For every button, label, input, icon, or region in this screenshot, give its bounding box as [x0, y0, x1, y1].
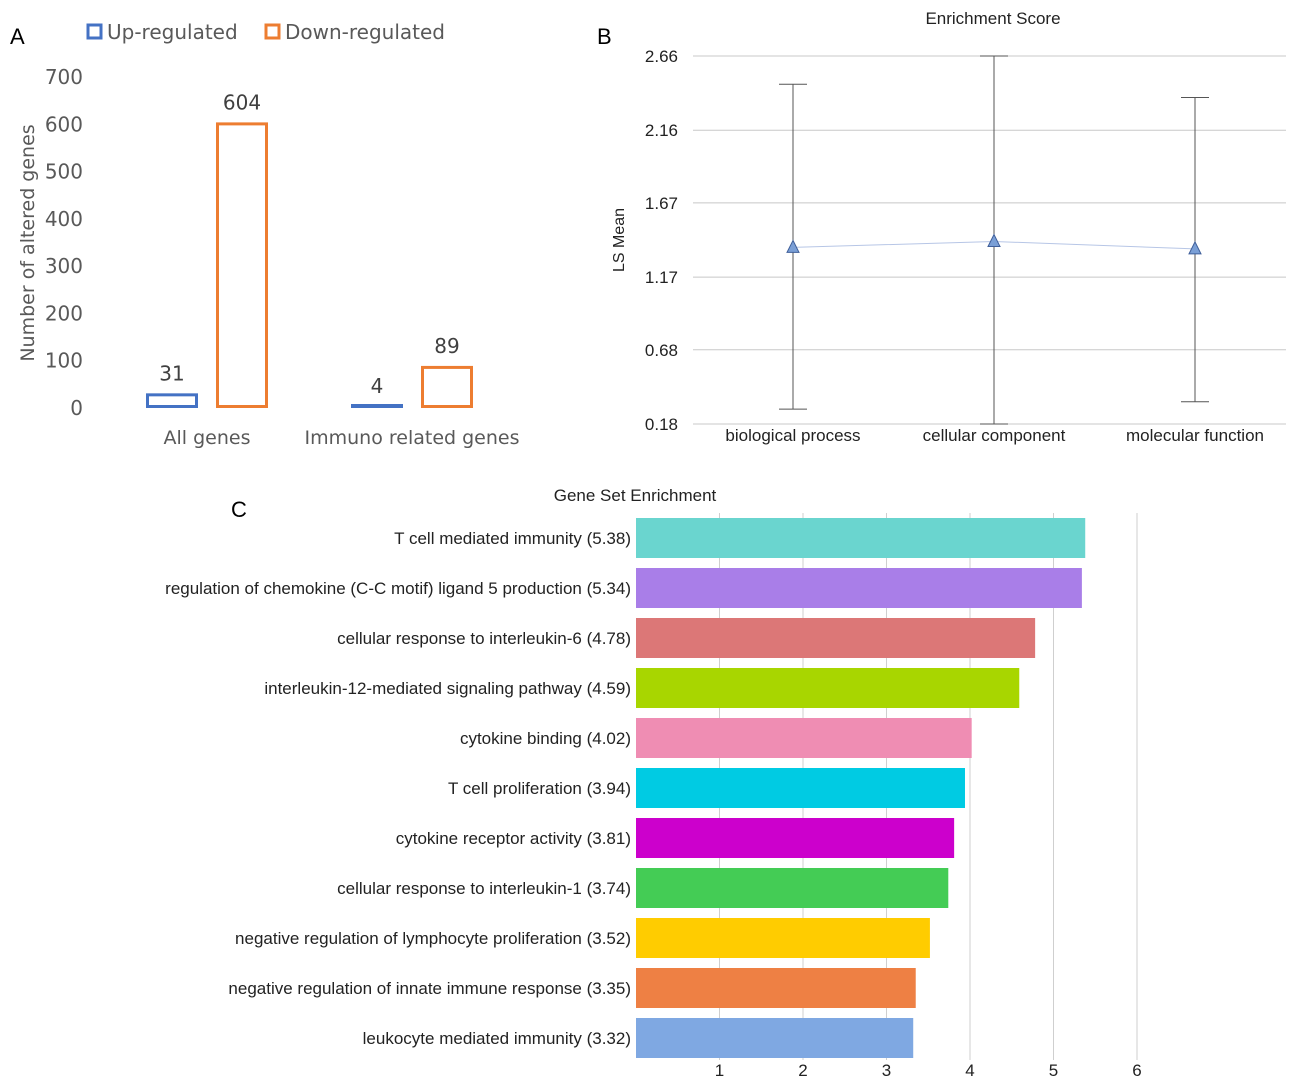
chart-a-y-tick-label: 700	[45, 65, 83, 89]
bar-negative-regulation-of-lymphocyte-proliferation-3-52	[636, 918, 930, 958]
chart-c-category-label: T cell proliferation (3.94)	[448, 779, 631, 798]
chart-a-y-tick-label: 600	[45, 112, 83, 136]
chart-c-category-label: cytokine binding (4.02)	[460, 729, 631, 748]
chart-b-y-tick-label: 1.17	[645, 268, 678, 287]
data-label-down-regulated-all-genes: 604	[223, 90, 261, 114]
chart-b-y-axis-label: LS Mean	[611, 208, 628, 272]
chart-c-category-label: leukocyte mediated immunity (3.32)	[363, 1029, 631, 1048]
chart-c: Gene Set Enrichment T cell mediated immu…	[165, 486, 1142, 1080]
marker-cellular-component	[987, 233, 1001, 247]
bar-leukocyte-mediated-immunity-3-32	[636, 1018, 914, 1058]
chart-a-x-labels: All genes Immuno related genes	[164, 427, 520, 449]
chart-c-x-tick-label: 1	[715, 1061, 724, 1080]
legend-swatch-down-regulated	[264, 23, 281, 40]
legend-swatch-up-regulated	[86, 23, 103, 40]
chart-c-x-ticks: 1 2 3 4 5 6	[715, 1061, 1142, 1080]
chart-c-bars	[636, 518, 1086, 1058]
bar-up-regulated-all-genes	[146, 393, 198, 409]
chart-c-category-label: negative regulation of lymphocyte prolif…	[235, 929, 631, 948]
chart-a-y-tick-label: 0	[70, 396, 83, 420]
chart-c-category-label: cytokine receptor activity (3.81)	[396, 829, 631, 848]
chart-b-gridlines	[693, 55, 1286, 425]
chart-b-x-label: molecular function	[1126, 426, 1264, 445]
chart-a-y-tick-label: 200	[45, 301, 83, 325]
chart-a-y-ticks: 0 100 200 300 400 500 600 700	[45, 65, 83, 420]
chart-b-marks	[779, 55, 1209, 425]
chart-b-title: Enrichment Score	[925, 9, 1060, 28]
chart-a-y-tick-label: 100	[45, 349, 83, 373]
chart-a-bars: 31 604 4 89	[146, 90, 473, 409]
panel-label-b: B	[597, 24, 612, 49]
chart-a-y-tick-label: 500	[45, 160, 83, 184]
bar-regulation-of-chemokine-c-c-motif-ligand-5-production-5-34	[636, 568, 1082, 608]
panel-label-c: C	[231, 497, 247, 522]
chart-a-legend: Up-regulated Down-regulated	[86, 20, 445, 44]
data-label-up-regulated-all-genes: 31	[159, 361, 184, 385]
panel-label-a: A	[10, 24, 25, 49]
bar-down-regulated-all-genes	[216, 122, 268, 408]
chart-c-category-labels: T cell mediated immunity (5.38) regulatio…	[165, 529, 631, 1048]
chart-b-x-label: biological process	[725, 426, 860, 445]
chart-c-x-tick-label: 5	[1049, 1061, 1058, 1080]
chart-c-category-label: cellular response to interleukin-6 (4.78…	[337, 629, 631, 648]
chart-a: Up-regulated Down-regulated Number of alt…	[17, 20, 520, 449]
chart-c-category-label: regulation of chemokine (C-C motif) liga…	[165, 579, 631, 598]
chart-c-category-label: interleukin-12-mediated signaling pathwa…	[264, 679, 631, 698]
chart-b-y-ticks: 0.18 0.68 1.17 1.67 2.16 2.66	[645, 47, 678, 434]
bar-cytokine-receptor-activity-3-81	[636, 818, 955, 858]
chart-a-y-tick-label: 400	[45, 207, 83, 231]
chart-c-x-tick-label: 4	[965, 1061, 974, 1080]
marker-biological-process	[786, 239, 800, 253]
chart-c-category-label: negative regulation of innate immune res…	[228, 979, 631, 998]
data-label-up-regulated-immuno-related-genes: 4	[371, 374, 384, 398]
legend-label-down-regulated: Down-regulated	[285, 20, 445, 44]
bar-cellular-response-to-interleukin-6-4-78	[636, 618, 1036, 658]
chart-b-x-label: cellular component	[923, 426, 1066, 445]
chart-b-y-tick-label: 0.18	[645, 415, 678, 434]
data-label-down-regulated-immuno-related-genes: 89	[434, 334, 459, 358]
chart-a-y-axis-label: Number of altered genes	[17, 124, 39, 361]
chart-b-x-labels: biological process cellular component mole…	[725, 426, 1264, 445]
chart-c-x-tick-label: 6	[1132, 1061, 1141, 1080]
chart-a-x-label: All genes	[164, 427, 251, 449]
chart-a-y-tick-label: 300	[45, 254, 83, 278]
bar-t-cell-proliferation-3-94	[636, 768, 965, 808]
chart-a-x-label: Immuno related genes	[305, 427, 520, 449]
bar-interleukin-12-mediated-signaling-pathway-4-59	[636, 668, 1020, 708]
bar-cytokine-binding-4-02	[636, 718, 972, 758]
bar-negative-regulation-of-innate-immune-response-3-35	[636, 968, 916, 1008]
chart-c-category-label: cellular response to interleukin-1 (3.74…	[337, 879, 631, 898]
chart-c-title: Gene Set Enrichment	[554, 486, 717, 505]
chart-b-y-tick-label: 2.66	[645, 47, 678, 66]
chart-c-x-tick-label: 2	[798, 1061, 807, 1080]
chart-b-y-tick-label: 1.67	[645, 194, 678, 213]
chart-b-y-tick-label: 2.16	[645, 121, 678, 140]
bar-down-regulated-immuno-related-genes	[421, 365, 473, 408]
chart-c-x-tick-label: 3	[882, 1061, 891, 1080]
bar-t-cell-mediated-immunity-5-38	[636, 518, 1086, 558]
bar-up-regulated-immuno-related-genes	[351, 404, 403, 408]
legend-label-up-regulated: Up-regulated	[107, 20, 238, 44]
bar-cellular-response-to-interleukin-1-3-74	[636, 868, 949, 908]
chart-b: Enrichment Score LS Mean 0.18 0.68 1.17 1.6…	[611, 9, 1286, 445]
marker-molecular-function	[1188, 240, 1202, 255]
chart-c-category-label: T cell mediated immunity (5.38)	[394, 529, 631, 548]
chart-b-y-tick-label: 0.68	[645, 341, 678, 360]
